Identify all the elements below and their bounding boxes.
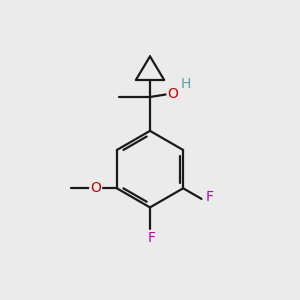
Text: H: H: [180, 77, 190, 91]
Text: O: O: [167, 87, 178, 101]
Text: F: F: [148, 231, 155, 245]
Text: F: F: [206, 190, 214, 204]
Text: O: O: [90, 181, 101, 195]
